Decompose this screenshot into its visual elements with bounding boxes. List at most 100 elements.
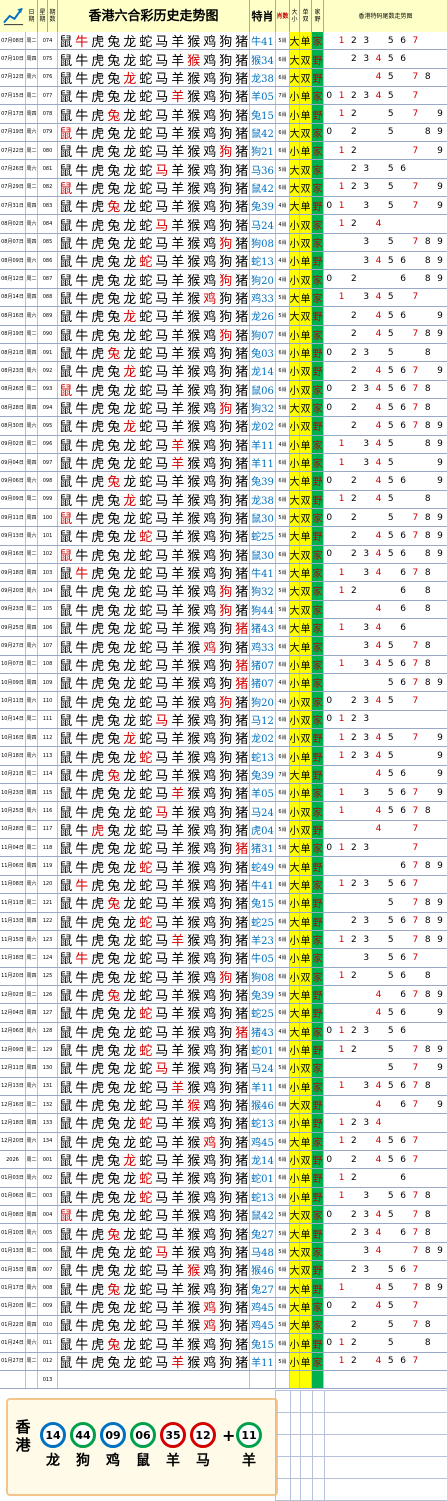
tail-digit-cell (361, 1151, 372, 1168)
zodiac-cell: 鸡 (203, 347, 217, 362)
zodiac-cell: 虎 (91, 1080, 105, 1095)
zodiac-cell: 羊 (171, 732, 185, 747)
row-weekday: 周四 (26, 784, 38, 802)
tail-digit-cell (373, 142, 384, 159)
row-date: 07月08日 (0, 32, 26, 50)
tail-digit-cell: 4 (375, 420, 382, 431)
tail-digit-cell: 2 (351, 1209, 357, 1220)
zodiac-cell: 羊 (171, 768, 185, 784)
zodiac-cell: 蛇 (139, 310, 153, 325)
tail-digit-cell (422, 1353, 433, 1370)
row-zodiac-cells: 鼠牛虎兔龙蛇马羊猴鸡狗猪 (58, 1077, 250, 1095)
tail-digit-cell (386, 619, 397, 636)
row-issue: 094 (38, 398, 58, 417)
row-home-wild (312, 1371, 324, 1389)
row-odd-even: 单 (300, 1334, 312, 1352)
tail-digit-cell: 2 (351, 127, 357, 138)
tail-digit-cell: 8 (424, 1209, 431, 1220)
row-odd-even: 单 (300, 32, 312, 50)
row-weekday: 周二 (26, 270, 38, 288)
zodiac-cell: 鸡 (203, 1209, 217, 1224)
row-weekday: 周二 (26, 820, 38, 839)
zodiac-cell: 猪 (235, 787, 249, 802)
row-date: 07月10日 (0, 50, 26, 68)
zodiac-cell: 兔 (107, 823, 121, 839)
zodiac-cell: 蛇 (139, 677, 153, 692)
zodiac-cell: 龙 (123, 200, 137, 215)
tail-digit-cell: 5 (387, 439, 394, 450)
zodiac-cell: 龙 (123, 1190, 137, 1205)
zodiac-cell: 虎 (91, 475, 105, 490)
row-weekday: 周二 (26, 1040, 38, 1059)
tail-digit-cell: 2 (351, 347, 357, 358)
row-weekday: 周四 (26, 1206, 38, 1224)
zodiac-cell: 兔 (107, 1282, 121, 1297)
zodiac-cell: 兔 (107, 787, 121, 802)
tail-digit-cell: 8 (424, 255, 431, 266)
zodiac-cell: 猪 (235, 585, 249, 600)
tail-digit-cell (336, 527, 347, 544)
tail-digit-cell (361, 1334, 372, 1351)
row-size: 大 (290, 288, 300, 307)
tail-digit-cell: 5 (387, 255, 394, 266)
zodiac-cell: 狗 (219, 952, 233, 967)
tail-digit-cell (336, 1298, 347, 1315)
zodiac-cell: 虎 (91, 1044, 105, 1059)
tail-digit-cell (349, 637, 360, 654)
table-row: 01月22日 周四 010 鼠牛虎兔龙蛇马羊猴鸡狗猪鸡45 5肖大单家 2 5 7 8 (0, 1316, 447, 1335)
row-head-count: 6肖 (276, 343, 290, 362)
tail-digit-cell: 7 (412, 806, 419, 817)
zodiac-cell: 鸡 (203, 145, 217, 160)
zodiac-cell: 鸡 (203, 1135, 217, 1150)
tail-digit-cell: 6 (400, 1191, 406, 1202)
tail-digit-cell: 8 (424, 347, 431, 358)
zodiac-cell: 猪 (235, 1319, 249, 1334)
tail-digit-cell (324, 729, 335, 746)
result-ball: 14 (40, 1422, 66, 1448)
row-size: 大 (290, 1004, 300, 1022)
zodiac-cell: 虎 (91, 915, 105, 930)
table-row: 01月08日 周四 004 鼠牛虎兔龙蛇马羊猴鸡狗猪鼠42 5肖大双家 0 2 3 4 5 7 8 (0, 1206, 447, 1225)
zodiac-cell: 兔 (107, 1099, 121, 1114)
tail-digit-cell: 1 (338, 1081, 345, 1092)
zodiac-cell: 羊 (171, 1172, 185, 1187)
tail-digit-cell: 4 (375, 769, 382, 780)
row-weekday: 周六 (26, 252, 38, 270)
tail-digit-cell (336, 1206, 347, 1223)
row-weekday: 周四 (26, 197, 38, 215)
row-home-wild: 家 (312, 949, 324, 967)
row-date: 10月23日 (0, 784, 26, 802)
row-home-wild: 家 (312, 398, 324, 417)
row-special-zodiac: 兔15 (250, 1334, 276, 1352)
zodiac-cell: 鼠 (59, 548, 73, 563)
table-row: 11月11日 周二 121 鼠牛虎兔龙蛇马羊猴鸡狗猪兔15 6肖小单野 5 7 8 9 (0, 894, 447, 913)
tail-digit-cell: 1 (338, 200, 345, 211)
zodiac-cell: 猪 (235, 989, 249, 1004)
zodiac-cell: 羊 (171, 970, 185, 985)
row-date: 12月16日 (0, 1095, 26, 1114)
tail-digit-cell (324, 857, 335, 874)
tail-digit-cell (435, 1133, 446, 1150)
tail-digit-cell (349, 674, 360, 691)
tail-digit-cell (361, 69, 372, 86)
tail-digit-cell (398, 197, 409, 214)
tail-digit-cell: 7 (412, 35, 419, 46)
tail-digit-cell: 5 (387, 127, 394, 138)
zodiac-cell: 蛇 (139, 1245, 153, 1261)
zodiac-cell: 马 (155, 438, 169, 453)
zodiac-cell: 猴 (187, 90, 201, 105)
table-row: 01月27日 周二 012 鼠牛虎兔龙蛇马羊猴鸡狗猪羊11 5肖小单家 1 2 4 5 6 7 (0, 1352, 447, 1372)
row-home-wild: 野 (312, 1334, 324, 1352)
zodiac-cell: 鸡 (203, 457, 217, 472)
zodiac-cell: 猴 (187, 548, 201, 563)
zodiac-cell: 鸡 (203, 1062, 217, 1077)
row-special-zodiac: 鸡45 (250, 1297, 276, 1316)
tail-digit-cell (373, 270, 384, 287)
zodiac-cell: 猴 (187, 1190, 201, 1205)
zodiac-cell: 蛇 (139, 457, 153, 472)
zodiac-cell: 虎 (91, 1282, 105, 1297)
tail-digit-cell: 0 (326, 475, 333, 486)
